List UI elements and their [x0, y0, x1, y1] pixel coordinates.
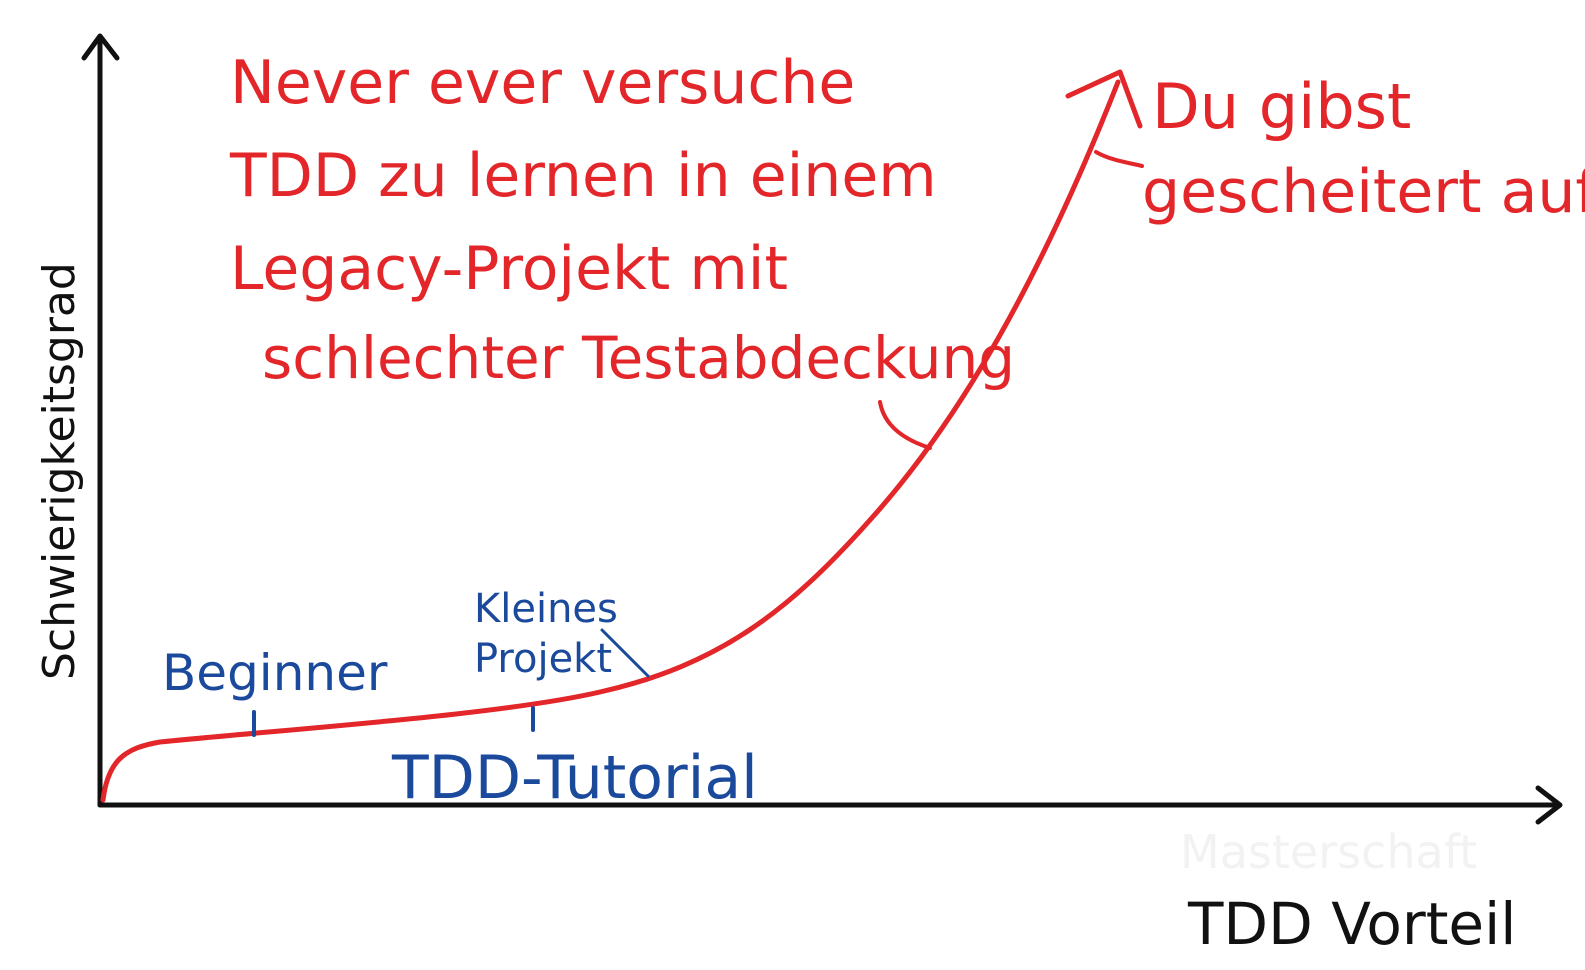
small-project-line: Projekt [474, 636, 612, 682]
fail-line: Du gibst [1152, 70, 1411, 143]
x-axis-label: TDD Vorteil [1187, 890, 1516, 958]
small-project-line: Kleines [474, 586, 618, 632]
y-axis-label: Schwierigkeitsgrad [34, 262, 85, 680]
tutorial-label: TDD-Tutorial [391, 743, 758, 813]
watermark: Masterschaft [1180, 825, 1477, 879]
small-project-milestone: Kleines Projekt [474, 586, 650, 682]
fail-line: gescheitert auf! [1142, 157, 1585, 227]
y-axis [81, 33, 120, 808]
small-project-leader-line [600, 628, 650, 678]
warning-line: Legacy-Projekt mit [230, 234, 788, 304]
warning-line: Never ever versuche [230, 48, 855, 118]
beginner-label: Beginner [162, 644, 388, 702]
warning-line: schlechter Testabdeckung [262, 324, 1015, 392]
curve-arrowhead [1065, 69, 1143, 129]
warning-leader-line [878, 400, 932, 450]
fail-leader-line [1094, 150, 1144, 168]
warning-line: TDD zu lernen in einem [229, 141, 937, 211]
fail-annotation: Du gibst gescheitert auf! [1094, 70, 1585, 227]
beginner-milestone: Beginner [162, 644, 388, 737]
x-axis [97, 785, 1563, 825]
tutorial-milestone: TDD-Tutorial [391, 706, 758, 813]
warning-annotation: Never ever versuche TDD zu lernen in ein… [229, 48, 1015, 450]
difficulty-curve [100, 79, 1121, 803]
